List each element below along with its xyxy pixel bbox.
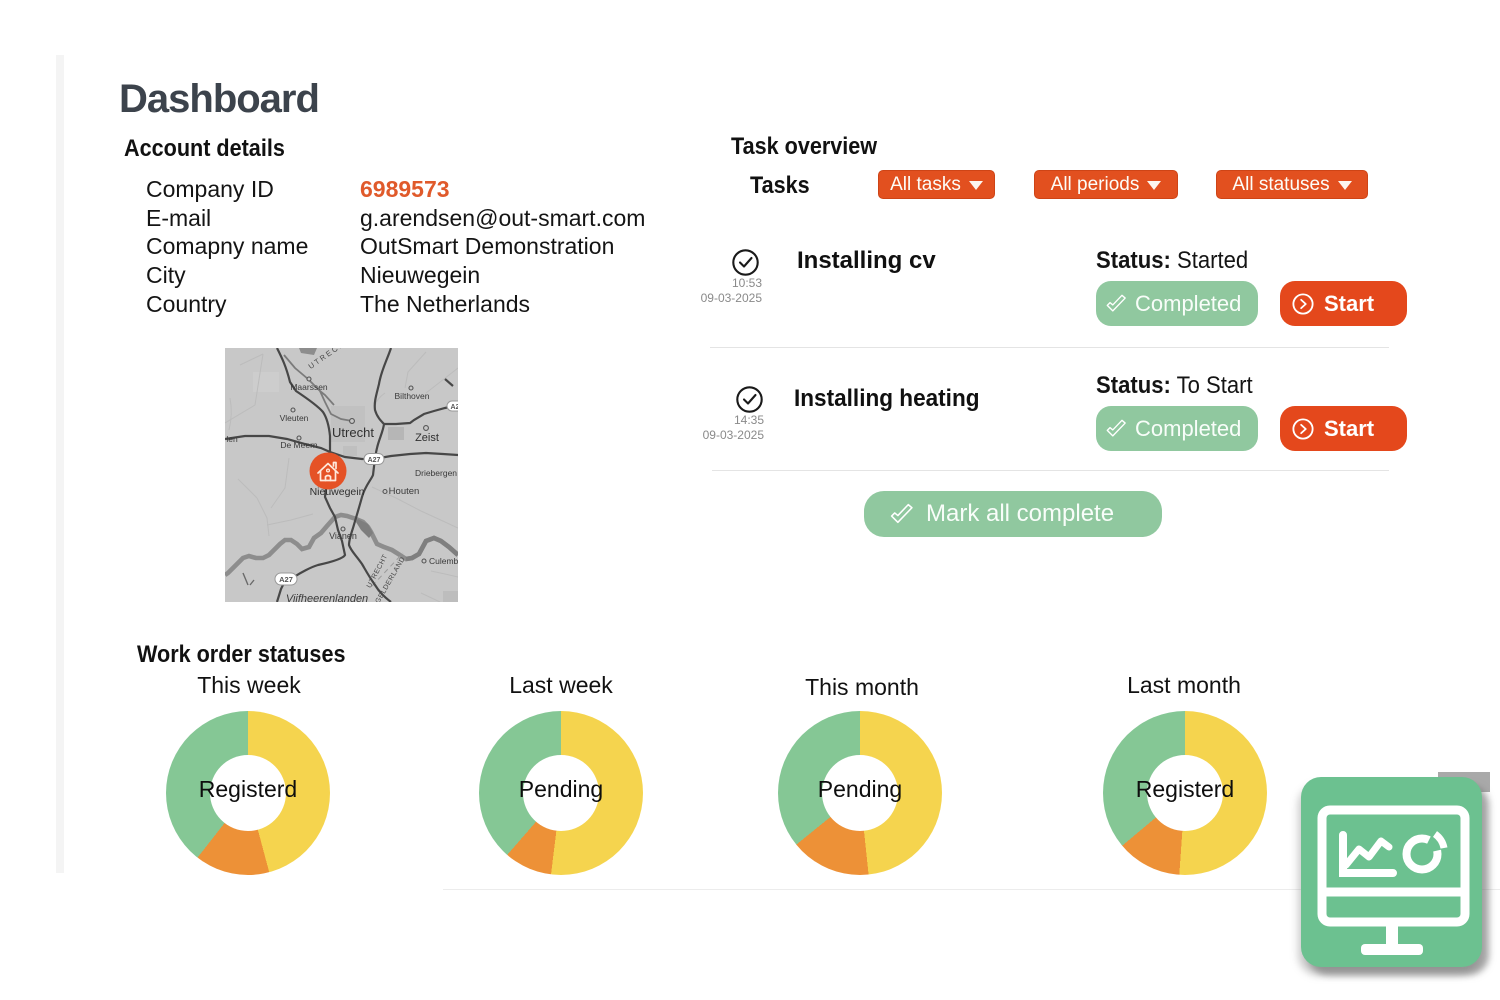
svg-text:Utrecht: Utrecht [332,425,374,440]
svg-text:Houten: Houten [389,486,420,497]
svg-text:De Meern: De Meern [280,440,318,450]
svg-text:Culemborg: Culemborg [429,556,458,566]
svg-text:Driebergen: Driebergen [415,468,457,478]
svg-text:A2: A2 [451,404,458,411]
svg-text:A27: A27 [368,457,381,464]
svg-text:Vianen: Vianen [329,531,357,541]
svg-text:Bilthoven: Bilthoven [395,391,430,401]
svg-text:Vleuten: Vleuten [280,413,309,423]
svg-text:Maarssen: Maarssen [290,382,328,392]
svg-text:Vijfheerenlanden: Vijfheerenlanden [286,593,368,602]
svg-text:Nieuwegein: Nieuwegein [310,486,365,498]
svg-text:len: len [226,434,238,444]
svg-text:Zeist: Zeist [415,432,439,444]
svg-text:A27: A27 [279,575,293,584]
